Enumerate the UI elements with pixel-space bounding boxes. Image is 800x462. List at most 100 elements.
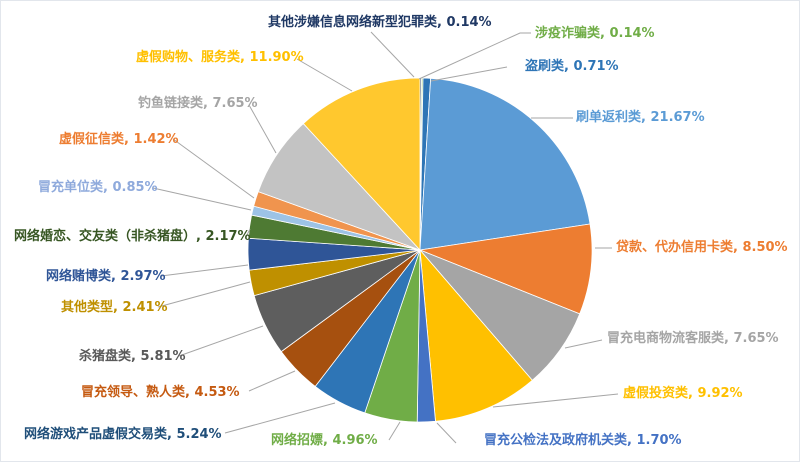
leader-line — [172, 138, 255, 199]
leader-line — [157, 281, 251, 308]
leader-line — [430, 66, 508, 82]
slice-label-separator: , — [113, 300, 123, 315]
pie-slice-3 — [419, 77, 591, 251]
slice-label: 杀猪盘类, 5.81% — [79, 348, 186, 365]
slice-label-name: 涉疫诈骗类 — [535, 26, 601, 41]
leader-line — [178, 325, 264, 357]
slice-label-name: 冒充单位类 — [38, 180, 104, 195]
leader-line — [245, 228, 251, 238]
slice-label-name: 虚假投资类 — [623, 386, 689, 401]
leader-line — [436, 422, 457, 444]
slice-label-value: 0.14% — [446, 15, 492, 30]
slice-label-name: 网络赌博类 — [46, 269, 112, 284]
slice-label-value: 0.14% — [609, 26, 655, 41]
pie-slice-4 — [419, 223, 593, 315]
slice-label-separator: , — [627, 433, 637, 448]
slice-label: 刷单返利类, 21.67% — [576, 109, 705, 126]
leader-line — [248, 104, 277, 154]
slice-label: 盗刷类, 0.71% — [525, 58, 619, 75]
slice-label: 贷款、代办信用卡类, 8.50% — [616, 239, 788, 256]
leader-line — [248, 370, 296, 392]
slice-label: 网络招嫖, 4.96% — [271, 432, 378, 449]
slice-label: 其他类型, 2.41% — [61, 299, 168, 316]
slice-label: 冒充电商物流客服类, 7.65% — [607, 330, 779, 347]
slice-label-separator: , — [111, 269, 121, 284]
slice-label-value: 7.65% — [733, 331, 779, 346]
leader-line — [418, 32, 531, 80]
slice-label-value: 21.67% — [650, 110, 705, 125]
slice-label: 虚假投资类, 9.92% — [623, 385, 743, 402]
slice-label-value: 1.42% — [133, 132, 179, 147]
slice-label-name: 盗刷类 — [525, 59, 565, 74]
pie-slice-6 — [419, 249, 533, 422]
slice-label-value: 1.70% — [636, 433, 682, 448]
slice-label-name: 杀猪盘类 — [79, 349, 132, 364]
slice-label: 网络婚恋、交友类（非杀猪盘）, 2.17% — [14, 228, 251, 245]
slice-label-separator: , — [600, 26, 610, 41]
slice-label: 冒充公检法及政府机关类, 1.70% — [484, 432, 682, 449]
slice-label-value: 9.92% — [697, 386, 743, 401]
slice-label-separator: , — [437, 15, 447, 30]
slice-label: 虚假征信类, 1.42% — [59, 131, 179, 148]
slice-label-separator: , — [103, 180, 113, 195]
leader-line — [564, 339, 603, 349]
leader-line — [370, 31, 415, 78]
slice-label: 虚假购物、服务类, 11.90% — [136, 49, 304, 66]
leader-line — [296, 58, 353, 92]
leader-line — [160, 264, 249, 277]
slice-label-name: 网络婚恋、交友类（非杀猪盘） — [14, 229, 197, 244]
slice-label-name: 贷款、代办信用卡类 — [616, 240, 734, 255]
slice-label-name: 其他涉嫌信息网络新型犯罪类 — [268, 15, 438, 30]
slice-label: 网络赌博类, 2.97% — [46, 268, 166, 285]
leader-line — [224, 402, 336, 434]
slice-label-separator: , — [564, 59, 574, 74]
slice-label-separator: , — [724, 331, 734, 346]
slice-label-name: 虚假征信类 — [59, 132, 125, 147]
leader-line — [492, 393, 619, 408]
slice-label-separator: , — [240, 50, 250, 65]
slice-label-separator: , — [196, 229, 206, 244]
slice-label-separator: , — [733, 240, 743, 255]
slice-label-value: 2.97% — [120, 269, 166, 284]
slice-label-separator: , — [323, 433, 333, 448]
slice-label: 其他涉嫌信息网络新型犯罪类, 0.14% — [268, 14, 492, 31]
slice-label-value: 5.81% — [140, 349, 186, 364]
slice-label-name: 刷单返利类 — [576, 110, 642, 125]
slice-label-name: 冒充领导、熟人类 — [81, 385, 186, 400]
slice-label-separator: , — [641, 110, 651, 125]
slice-label-name: 网络游戏产品虚假交易类 — [24, 427, 168, 442]
slice-label-value: 2.41% — [122, 300, 168, 315]
slice-label-separator: , — [185, 385, 195, 400]
slice-label-separator: , — [688, 386, 698, 401]
slice-label-value: 0.71% — [573, 59, 619, 74]
slice-label-separator: , — [167, 427, 177, 442]
slice-label-name: 钓鱼链接类 — [138, 96, 204, 111]
slice-label: 涉疫诈骗类, 0.14% — [535, 25, 655, 42]
slice-label-name: 网络招嫖 — [271, 433, 324, 448]
slice-label-name: 冒充电商物流客服类 — [607, 331, 725, 346]
slice-label-value: 5.24% — [176, 427, 222, 442]
slice-label-value: 4.53% — [194, 385, 240, 400]
slice-label-value: 11.90% — [249, 50, 304, 65]
leader-line — [388, 421, 401, 441]
slice-label-name: 其他类型 — [61, 300, 114, 315]
slice-label-separator: , — [124, 132, 134, 147]
slice-label-separator: , — [203, 96, 213, 111]
slice-label-name: 冒充公检法及政府机关类 — [484, 433, 628, 448]
slice-label-value: 0.85% — [112, 180, 158, 195]
slice-label-value: 2.17% — [205, 229, 251, 244]
slice-label: 网络游戏产品虚假交易类, 5.24% — [24, 426, 222, 443]
slice-label-value: 8.50% — [742, 240, 788, 255]
leader-line — [152, 187, 252, 211]
slice-label-separator: , — [131, 349, 141, 364]
slice-label-name: 虚假购物、服务类 — [136, 50, 241, 65]
slice-label: 冒充单位类, 0.85% — [38, 179, 158, 196]
slice-label-value: 7.65% — [212, 96, 258, 111]
slice-label: 冒充领导、熟人类, 4.53% — [81, 384, 240, 401]
slice-label: 钓鱼链接类, 7.65% — [138, 95, 258, 112]
slice-label-value: 4.96% — [332, 433, 378, 448]
pie-slice-18 — [302, 77, 421, 251]
